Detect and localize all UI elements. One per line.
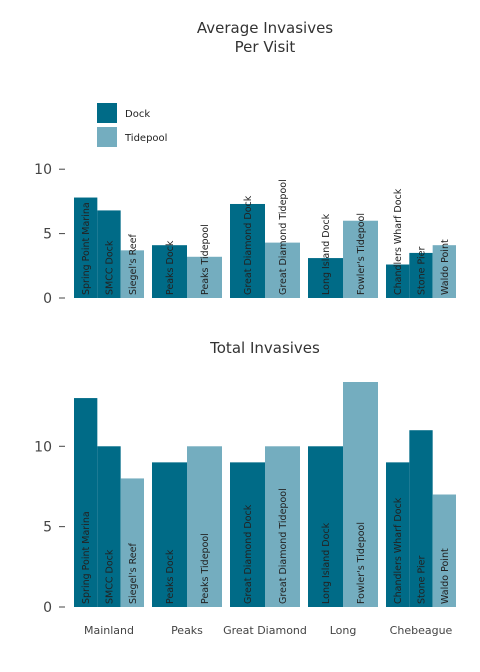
bar-label: SMCC Dock bbox=[105, 549, 116, 604]
y-tick-label: 0 bbox=[43, 600, 52, 616]
bar-label: Siegel's Reef bbox=[128, 234, 139, 295]
bar-label: Great Diamond Dock bbox=[243, 504, 254, 604]
bar bbox=[120, 250, 144, 298]
bar-label: Long Island Dock bbox=[321, 213, 332, 295]
bar-label: Peaks Dock bbox=[165, 549, 176, 604]
bar-label: Great Diamond Tidepool bbox=[278, 179, 289, 295]
bar bbox=[265, 446, 300, 607]
bar-label: Siegel's Reef bbox=[128, 543, 139, 604]
bar-label: Fowler's Tidepool bbox=[356, 213, 367, 295]
bar bbox=[265, 242, 300, 298]
y-tick-label: 5 bbox=[43, 520, 52, 536]
bar-label: Spring Point Marina bbox=[81, 511, 92, 604]
bar bbox=[432, 494, 456, 607]
bar-label: Stone Pier bbox=[417, 247, 428, 295]
x-group-label: Great Diamond bbox=[223, 624, 307, 637]
bar-label: Great Diamond Tidepool bbox=[278, 488, 289, 604]
bar-label: Stone Pier bbox=[417, 556, 428, 604]
x-group-label: Long bbox=[330, 624, 357, 637]
legend-swatch-dock bbox=[97, 103, 117, 123]
bar bbox=[230, 203, 265, 298]
bar-label: Long Island Dock bbox=[321, 522, 332, 604]
bar bbox=[187, 446, 222, 607]
chart-panel-2: Total Invasives 0 5 10 Spring Point Marina SM… bbox=[34, 339, 456, 616]
x-group-label: Chebeague bbox=[390, 624, 453, 637]
x-group-label: Peaks bbox=[171, 624, 203, 637]
bar-label: Fowler's Tidepool bbox=[356, 522, 367, 604]
legend-label-dock: Dock bbox=[125, 109, 150, 120]
bar bbox=[409, 252, 433, 298]
bar bbox=[187, 256, 222, 298]
bar-label: Peaks Tidepool bbox=[200, 224, 211, 295]
bar bbox=[343, 220, 378, 298]
bar bbox=[74, 398, 98, 607]
bar bbox=[97, 446, 121, 607]
bar bbox=[409, 430, 433, 607]
bar bbox=[386, 462, 410, 607]
chart-title: Average Invasives bbox=[197, 19, 333, 37]
bar bbox=[152, 245, 187, 298]
bar-label: Peaks Tidepool bbox=[200, 533, 211, 604]
bar bbox=[152, 462, 187, 607]
bar-label: Chandlers Wharf Dock bbox=[393, 188, 404, 295]
y-tick-label: 10 bbox=[34, 439, 52, 455]
x-group-label: Mainland bbox=[84, 624, 134, 637]
chart-title: Total Invasives bbox=[209, 339, 320, 357]
bar bbox=[386, 264, 410, 298]
y-tick-label: 10 bbox=[34, 162, 52, 178]
bar-label: SMCC Dock bbox=[105, 240, 116, 295]
bar bbox=[432, 245, 456, 298]
legend-swatch-tidepool bbox=[97, 127, 117, 147]
bar-label: Peaks Dock bbox=[165, 240, 176, 295]
bar-label: Waldo Point bbox=[440, 239, 451, 295]
bar-label: Spring Point Marina bbox=[81, 202, 92, 295]
bar bbox=[343, 382, 378, 607]
bar bbox=[308, 446, 343, 607]
legend-label-tidepool: Tidepool bbox=[124, 133, 167, 144]
chart-title: Per Visit bbox=[235, 38, 296, 56]
bar bbox=[308, 258, 343, 298]
bar-label: Chandlers Wharf Dock bbox=[393, 497, 404, 604]
bar bbox=[97, 210, 121, 298]
y-tick-label: 5 bbox=[43, 227, 52, 243]
bar bbox=[120, 478, 144, 607]
bar bbox=[74, 197, 98, 298]
bar bbox=[230, 462, 265, 607]
y-tick-label: 0 bbox=[43, 291, 52, 307]
bar-label: Waldo Point bbox=[440, 548, 451, 604]
bar-label: Great Diamond Dock bbox=[243, 195, 254, 295]
